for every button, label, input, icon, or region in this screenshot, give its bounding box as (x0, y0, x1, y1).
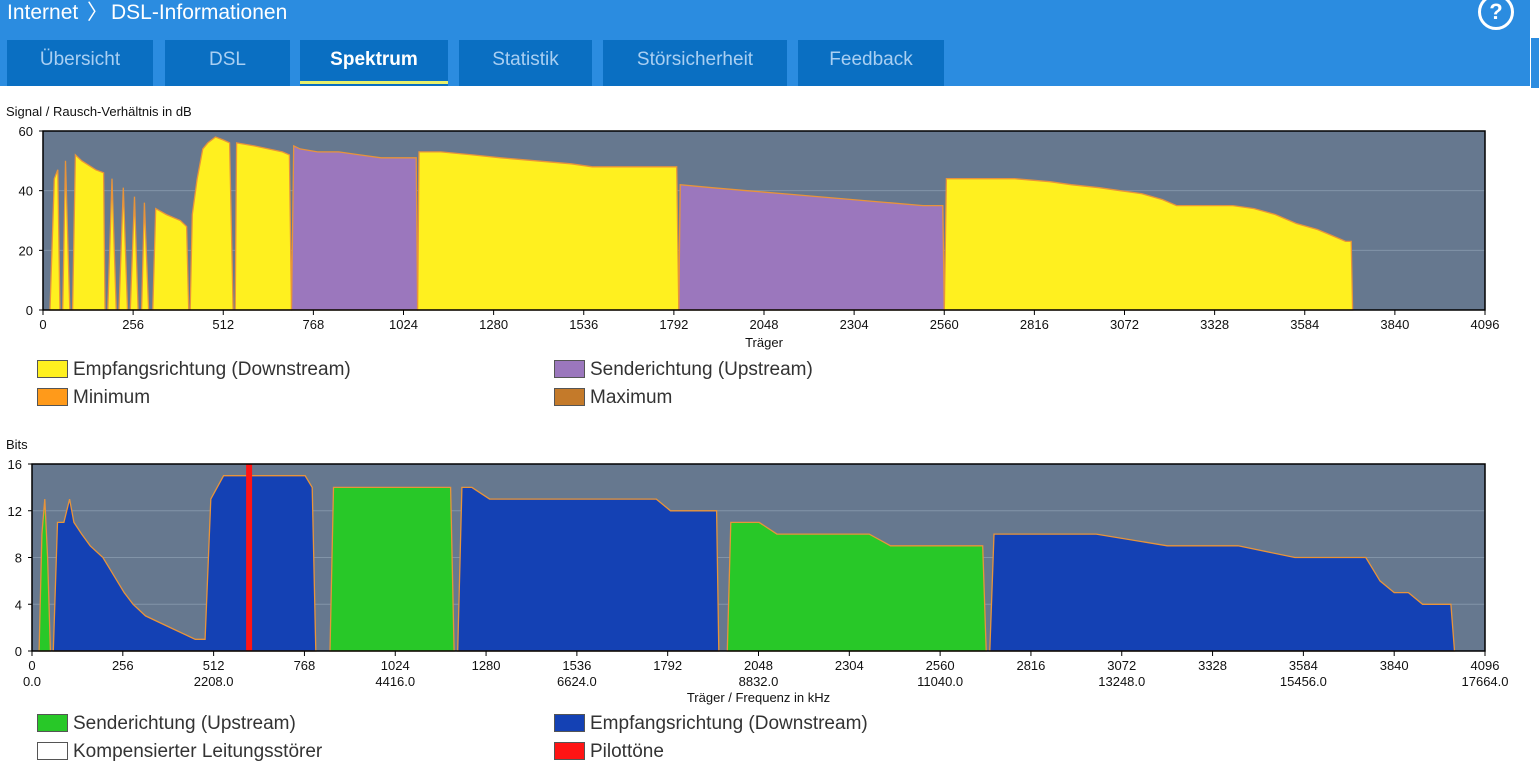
snr-ytick-label: 60 (19, 124, 33, 139)
legend-snr-downstream: Empfangsrichtung (Downstream) (73, 359, 351, 380)
bits-pilot-tone (246, 464, 253, 651)
bits-xtick-khz-label: 15456.0 (1280, 674, 1327, 689)
snr-chart: 0 20 40 60 0 256 512 768 1024 1280 1536 1792 2048 230… (19, 124, 1500, 350)
snr-ytick-label: 40 (19, 184, 33, 199)
snr-series-3 (678, 183, 945, 311)
bits-ytick-label: 16 (8, 457, 22, 472)
legend-maximum: Maximum (590, 387, 673, 408)
breadcrumb-root[interactable]: Internet (7, 1, 79, 24)
bits-xtick-label: 0 (28, 658, 35, 673)
bits-ytick-label: 0 (15, 644, 22, 659)
snr-xtick-label: 4096 (1471, 317, 1500, 332)
tab-uebersicht[interactable]: Übersicht (7, 40, 153, 86)
snr-series-2 (416, 151, 680, 311)
bits-x-axis-title: Träger / Frequenz in kHz (687, 690, 830, 705)
bits-chart-title: Bits (6, 437, 28, 452)
tab-statistik[interactable]: Statistik (459, 40, 592, 86)
bits-ytick-label: 4 (15, 597, 22, 612)
tab-dsl[interactable]: DSL (165, 40, 290, 86)
bits-xtick-label: 1280 (472, 658, 501, 673)
bits-xtick-label: 2816 (1016, 658, 1045, 673)
bits-xtick-khz-label: 4416.0 (375, 674, 415, 689)
bits-ytick-label: 12 (8, 504, 22, 519)
bits-xtick-khz-label: 11040.0 (917, 674, 963, 689)
bits-xtick-label: 1536 (562, 658, 591, 673)
legend-swatch-bits-downstream (554, 714, 585, 732)
snr-xtick-label: 512 (212, 317, 234, 332)
legend-swatch-pilot (554, 742, 585, 760)
bits-xtick-label: 768 (294, 658, 316, 673)
tab-feedback[interactable]: Feedback (798, 40, 944, 86)
page-title: DSL-Informationen (111, 1, 288, 24)
legend-compensated: Kompensierter Leitungsstörer (73, 741, 323, 762)
legend-swatch-bits-upstream (37, 714, 68, 732)
bits-xtick-khz-label: 17664.0 (1462, 674, 1509, 689)
snr-xtick-label: 256 (122, 317, 144, 332)
bits-xtick-khz-label: 2208.0 (194, 674, 234, 689)
bits-xtick-label: 3584 (1289, 658, 1318, 673)
snr-ytick-label: 20 (19, 243, 33, 258)
snr-xtick-label: 2560 (930, 317, 959, 332)
snr-chart-title: Signal / Rausch-Verhältnis in dB (6, 104, 192, 119)
bits-xtick-khz-label: 8832.0 (739, 674, 779, 689)
bits-xtick-khz-label: 6624.0 (557, 674, 597, 689)
bits-series-2 (329, 486, 455, 652)
bits-series-4 (726, 521, 987, 652)
snr-xtick-label: 1536 (569, 317, 598, 332)
help-icon[interactable]: ? (1478, 0, 1514, 30)
snr-x-axis-title: Träger (745, 335, 783, 350)
scrollbar[interactable] (1531, 38, 1539, 88)
breadcrumb-separator: 〉 (87, 1, 108, 24)
snr-xtick-label: 3584 (1290, 317, 1319, 332)
page-edge (1530, 0, 1539, 772)
bits-xtick-label: 3072 (1107, 658, 1136, 673)
snr-xtick-label: 3328 (1200, 317, 1229, 332)
snr-xtick-label: 2304 (840, 317, 869, 332)
bits-xtick-label: 2304 (835, 658, 864, 673)
legend-pilot: Pilottöne (590, 741, 664, 762)
snr-xtick-label: 768 (303, 317, 325, 332)
snr-xtick-label: 1280 (479, 317, 508, 332)
legend-minimum: Minimum (73, 387, 151, 408)
bits-xtick-label: 2048 (744, 658, 773, 673)
bits-xtick-label: 3840 (1380, 658, 1409, 673)
tab-stoersicherheit[interactable]: Störsicherheit (603, 40, 787, 86)
legend-snr-upstream: Senderichtung (Upstream) (590, 359, 813, 380)
snr-xtick-label: 3072 (1110, 317, 1139, 332)
snr-series-1 (290, 144, 419, 311)
legend-bits-downstream: Empfangsrichtung (Downstream) (590, 713, 868, 734)
legend-bits-upstream: Senderichtung (Upstream) (73, 713, 296, 734)
bits-xtick-khz-label: 13248.0 (1098, 674, 1145, 689)
legend-swatch-snr-upstream (554, 360, 585, 378)
snr-xtick-label: 2048 (750, 317, 779, 332)
tab-spektrum[interactable]: Spektrum (300, 40, 448, 86)
legend-swatch-minimum (37, 388, 68, 406)
bits-ytick-label: 8 (15, 551, 22, 566)
legend-swatch-compensated (37, 742, 68, 760)
bits-xtick-label: 3328 (1198, 658, 1227, 673)
bits-series-5 (989, 533, 1456, 652)
bits-series-3 (457, 486, 720, 652)
legend-swatch-snr-downstream (37, 360, 68, 378)
snr-series-4 (943, 178, 1354, 311)
snr-xtick-label: 2816 (1020, 317, 1049, 332)
bits-xtick-label: 512 (203, 658, 225, 673)
bits-xtick-label: 1024 (381, 658, 410, 673)
snr-xtick-label: 1792 (659, 317, 688, 332)
bits-xtick-label: 2560 (926, 658, 955, 673)
bits-chart: 0 4 8 12 16 0 256 512 768 1024 1280 1536 1792 2048 230… (8, 457, 1509, 705)
snr-ytick-label: 0 (26, 303, 33, 318)
bits-xtick-label: 4096 (1471, 658, 1500, 673)
snr-xtick-label: 0 (39, 317, 46, 332)
snr-xtick-label: 3840 (1380, 317, 1409, 332)
legend-swatch-maximum (554, 388, 585, 406)
bits-xtick-label: 1792 (653, 658, 682, 673)
bits-xtick-label: 256 (112, 658, 134, 673)
bits-xtick-khz-label: 0.0 (23, 674, 41, 689)
snr-xtick-label: 1024 (389, 317, 418, 332)
